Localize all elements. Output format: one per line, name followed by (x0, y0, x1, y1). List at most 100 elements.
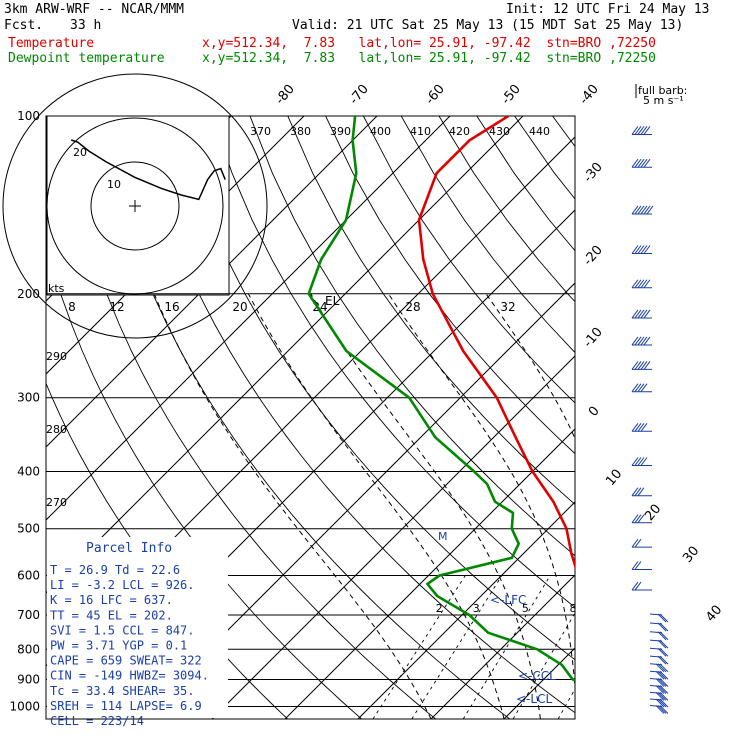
dewpoint-profile (307, 116, 575, 682)
init-time: Init: 12 UTC Fri 24 May 13 (506, 2, 710, 17)
forecast-hour: 33 h (70, 18, 102, 33)
wind-barb-flag (637, 514, 645, 524)
dry-adiabat (704, 116, 740, 719)
wind-barb (649, 647, 663, 650)
wind-barb-flag (659, 631, 669, 641)
wind-barb-flag (637, 361, 645, 370)
hodograph-ring (90, 161, 180, 251)
wind-barb-flag (631, 514, 639, 524)
wind-barb-flag (657, 631, 667, 641)
pressure-tick-label: 800 (17, 642, 40, 656)
hodograph-trace (70, 139, 226, 201)
isotherm-line (211, 355, 575, 719)
wind-barb (649, 613, 663, 616)
wind-barb-flag (631, 561, 639, 570)
wind-barb-flag (637, 457, 645, 466)
wind-barb-flag (634, 422, 642, 432)
temperature-legend: Temperature (8, 36, 95, 51)
isotherm-line (430, 574, 575, 719)
theta-label: 400 (370, 125, 391, 138)
wind-barb (649, 655, 663, 658)
wind-barb-flag (643, 126, 651, 135)
theta-label: 410 (410, 125, 431, 138)
temperature-tick-label: 30 (680, 544, 702, 566)
wind-barb-flag (657, 663, 667, 673)
temperature-tick-label: -60 (423, 82, 448, 108)
valid-time: Valid: 21 UTC Sat 25 May 13 (15 MDT Sat … (292, 18, 684, 33)
wind-barb-flag (640, 383, 648, 393)
wind-barb-flag (643, 336, 651, 346)
parcel-info-row: PW = 3.71 YGP = 0.1 (50, 639, 187, 653)
theta-label: 440 (529, 125, 550, 138)
wind-barb-flag (631, 538, 639, 548)
hodograph-speed-label: 32 (500, 300, 515, 314)
wind-barb-flag (643, 158, 651, 168)
wind-barb-flag (643, 245, 651, 254)
pressure-tick-label: 100 (17, 109, 40, 123)
isotherm-line (46, 116, 524, 594)
dewpoint-legend: Dewpoint temperature (8, 51, 165, 66)
temperature-tick-label: -80 (273, 82, 298, 108)
wind-barb (649, 631, 663, 634)
theta-label: 370 (250, 125, 271, 138)
wind-barb-flag (640, 457, 648, 466)
wind-barb-flag (659, 613, 669, 623)
pressure-tick-label: 300 (17, 391, 40, 405)
wind-barb-flag (634, 336, 642, 346)
temperature-location: x,y=512.34, 7.83 lat,lon= 25.91, -97.42 … (202, 36, 656, 51)
parcel-info-row: TT = 45 EL = 202. (50, 608, 173, 622)
wind-barb-flag (643, 279, 651, 289)
wind-barb-flag (657, 655, 667, 665)
wind-barb-flag (631, 126, 639, 135)
wind-barb-flag (631, 457, 639, 466)
wind-barb-flag (634, 245, 642, 254)
parcel-info-title: Parcel Info (86, 541, 172, 556)
wind-barb-flag (631, 422, 639, 432)
hodograph-speed-label: 20 (232, 300, 247, 314)
hodograph-ring (2, 73, 268, 339)
wind-barb-flag (640, 205, 648, 215)
wind-barb-flag (655, 685, 665, 694)
wind-barb-flag (631, 279, 639, 289)
wind-barb-flag (659, 622, 669, 632)
wind-barb-flag (637, 126, 645, 135)
mixing-ratio-line (372, 575, 466, 719)
wind-barb-flag (637, 158, 645, 168)
mixing-ratio-label: 12 (612, 602, 626, 615)
temperature-tick-label: 0 (586, 404, 603, 420)
pressure-tick-label: 400 (17, 465, 40, 479)
wind-barb-flag (657, 613, 667, 623)
wind-barb-flag (637, 245, 645, 254)
temperature-profile (417, 116, 575, 570)
theta-side-label: 270 (46, 496, 67, 509)
mixing-ratio-label: 8 (569, 602, 576, 615)
temperature-tick-label: -30 (581, 160, 606, 186)
mixing-ratio-label: 20 (669, 602, 683, 615)
wind-barb-flag (637, 279, 645, 289)
wind-barb-flag (634, 158, 642, 168)
theta-label: 420 (449, 125, 470, 138)
temperature-tick-label: -40 (577, 82, 602, 108)
parcel-info-row: LI = -3.2 LCL = 926. (50, 578, 195, 592)
wind-barb-flag (634, 457, 642, 466)
isotherm-line (284, 428, 575, 719)
wind-barb-flag (631, 158, 639, 168)
temperature-tick-label: 10 (603, 467, 625, 489)
wind-barb-flag (657, 670, 667, 680)
dry-adiabat (666, 116, 740, 719)
wind-barb-flag (659, 663, 669, 673)
parcel-info-row: CIN = -149 HWBZ= 3094. (50, 669, 209, 683)
dewpoint-location: x,y=512.34, 7.83 lat,lon= 25.91, -97.42 … (202, 51, 656, 66)
moist-adiabat (153, 293, 432, 719)
wind-barb-flag (657, 647, 667, 657)
wind-barb-flag (634, 309, 642, 319)
isotherm-line (723, 116, 740, 719)
wind-barb-flag (640, 336, 648, 346)
wind-barb-flag (655, 678, 665, 687)
ccl-marker: <-CCL (518, 669, 556, 683)
wind-barb-flag (631, 309, 639, 319)
pressure-tick-label: 500 (17, 522, 40, 536)
wind-barbs: full barb:5 m s⁻¹ (631, 84, 687, 714)
wind-barb-flag (659, 678, 669, 687)
